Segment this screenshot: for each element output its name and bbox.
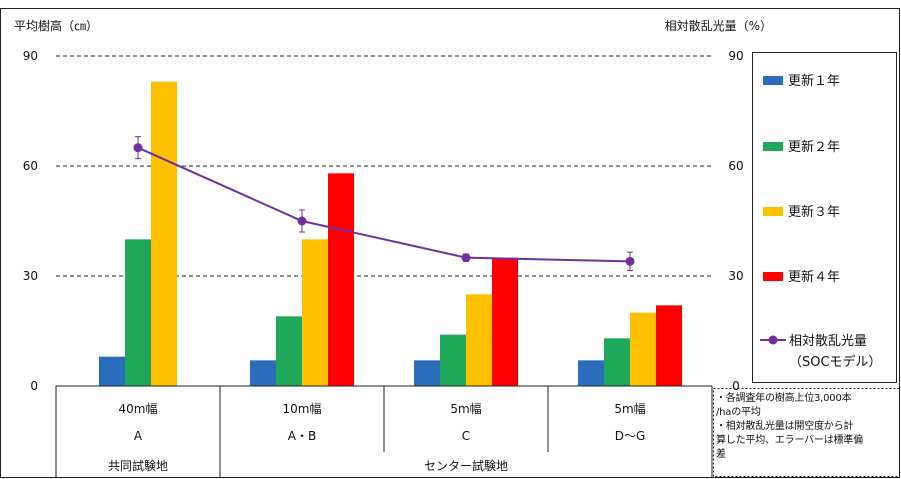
category-width-label: 40m幅 [119,401,158,416]
bar [276,316,302,386]
legend-label: 更新４年 [788,269,840,285]
footnote: ・各調査年の樹高上位3,000本 /haの平均 ・相対散乱光量は開空度から計 算… [716,392,898,462]
category-width-label: 5m幅 [614,401,645,416]
category-plot-label: C [462,429,470,443]
footnote-line: /haの平均 [716,407,761,418]
right-axis-title: 相対散乱光量（%） [665,18,772,33]
legend-box [752,52,897,383]
legend-swatch [763,207,783,216]
y-tick-label: 90 [23,49,38,63]
legend-swatch [763,142,783,151]
legend-label: （SOCモデル） [789,354,882,370]
group-label: 共同試験地 [108,458,168,473]
category-table: 40m幅 A 10m幅 A・B 5m幅 C 5m幅 D～G 共同試験地 センター試験地 [55,385,713,477]
category-plot-label: A・B [288,429,316,443]
legend-label: 更新１年 [788,73,840,89]
y-tick-label: 0 [30,379,38,393]
bar [656,305,682,386]
bar [414,360,440,386]
category-plot-label: A [134,429,143,443]
line-point [133,143,143,153]
bar [99,356,125,386]
line-point [461,253,471,263]
y-tick-label: 30 [23,269,38,283]
legend-label: 更新３年 [788,204,840,220]
legend-swatch [763,76,783,85]
legend-label: 相対散乱光量 [789,334,867,349]
bar [125,239,151,386]
category-width-label: 10m幅 [283,401,322,416]
bar [250,360,276,386]
category-plot-label: D～G [615,429,646,443]
bar [151,81,177,387]
gridlines [56,55,712,277]
light-line-series [133,136,635,271]
right-axis-ticks: 0 30 60 90 [728,49,743,393]
line-point [297,216,307,226]
bar [604,338,630,386]
bar [440,334,466,386]
footnote-line: 差 [716,449,726,460]
line-point [625,256,635,266]
chart-border [0,8,900,478]
bar [492,257,518,386]
legend-swatch [763,272,783,281]
footnote-line: 算した平均、エラーバーは標準偏 [716,435,863,446]
y-tick-label: 60 [23,159,38,173]
left-axis-ticks: 0 30 60 90 [23,49,38,393]
footnote-box [713,388,900,477]
bar [302,239,328,386]
y2-tick-label: 90 [728,49,743,63]
bars [99,81,682,387]
bar [630,312,656,386]
group-label: センター試験地 [424,458,508,473]
line-path [137,146,631,263]
y2-tick-label: 30 [728,269,743,283]
footnote-line: ・相対散乱光量は開空度から計 [716,421,854,432]
left-axis-title: 平均樹高（㎝） [14,18,98,33]
bar [578,360,604,386]
footnote-line: ・各調査年の樹高上位3,000本 [716,393,852,404]
bar [466,294,492,386]
y2-tick-label: 0 [732,379,740,393]
y2-tick-label: 60 [728,159,743,173]
bar [328,173,354,386]
legend-label: 更新２年 [788,139,840,155]
category-width-label: 5m幅 [450,401,481,416]
legend-line-marker [768,335,778,345]
